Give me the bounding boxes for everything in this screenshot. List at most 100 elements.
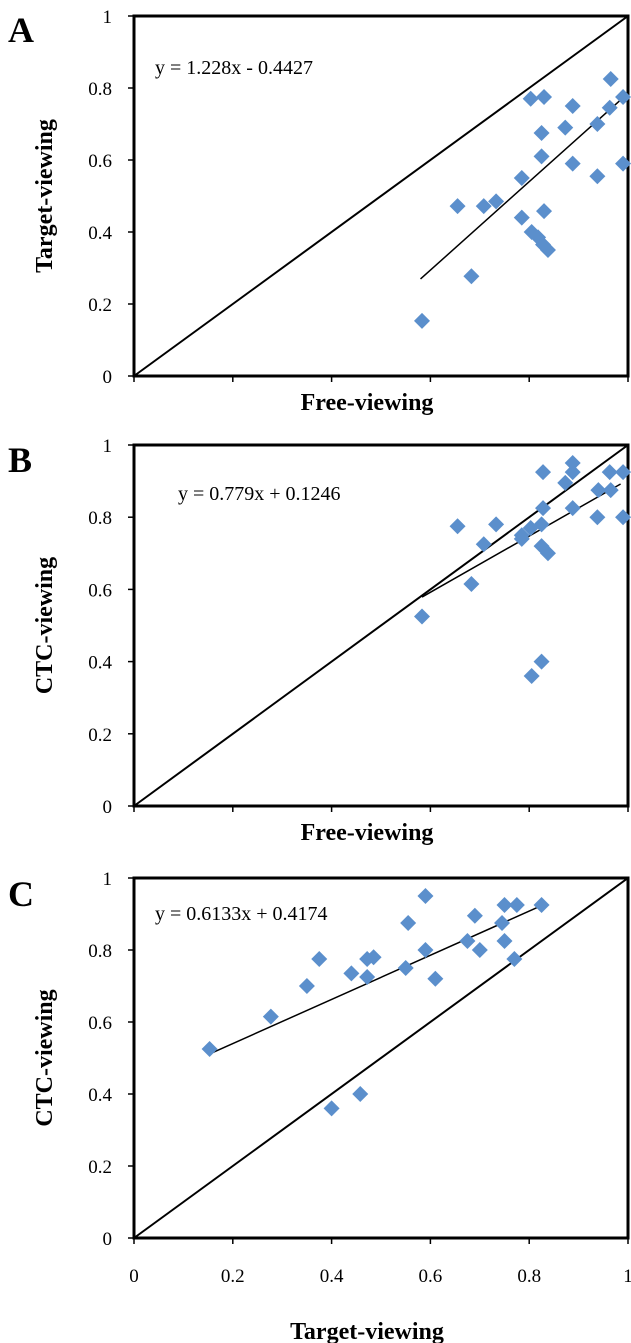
data-point xyxy=(601,464,618,481)
data-point xyxy=(522,90,539,107)
data-point xyxy=(535,464,552,481)
data-point xyxy=(523,668,540,685)
y-tick-label: 1 xyxy=(103,7,113,28)
regression-equation: y = 0.779x + 0.1246 xyxy=(178,483,341,505)
panel-label: C xyxy=(8,874,34,914)
panel-label: B xyxy=(8,440,32,480)
data-point xyxy=(602,71,619,87)
x-axis-title: Free-viewing xyxy=(301,820,434,846)
data-point xyxy=(533,125,550,141)
data-point xyxy=(615,155,631,172)
data-point xyxy=(564,464,581,481)
plot-frame xyxy=(132,14,630,378)
y-axis-title: CTC-viewing xyxy=(32,989,58,1126)
data-point xyxy=(557,474,574,491)
data-point xyxy=(508,897,525,913)
y-tick-label: 0.4 xyxy=(88,653,112,674)
y-tick-label: 0.2 xyxy=(88,295,112,316)
data-point xyxy=(475,198,492,215)
regression-equation: y = 0.6133x + 0.4174 xyxy=(155,903,328,925)
data-point xyxy=(466,907,483,924)
data-point xyxy=(494,915,511,931)
data-point xyxy=(615,464,631,481)
data-point xyxy=(343,965,360,982)
data-point xyxy=(602,482,619,499)
y-tick-label: 0.8 xyxy=(88,941,112,962)
data-point xyxy=(536,203,553,220)
data-point xyxy=(496,933,513,949)
data-point xyxy=(536,89,553,105)
y-tick-label: 0.8 xyxy=(88,508,112,529)
y-tick-label: 0.6 xyxy=(88,580,112,601)
y-tick-label: 0.8 xyxy=(88,79,112,100)
y-tick-label: 0 xyxy=(103,797,113,818)
trendline xyxy=(209,904,542,1055)
data-point xyxy=(417,888,434,904)
data-point xyxy=(564,455,581,472)
data-point xyxy=(589,509,606,526)
y-tick-label: 0.4 xyxy=(88,1085,112,1106)
y-axis-title: CTC-viewing xyxy=(32,557,58,694)
data-point xyxy=(298,978,315,994)
data-point xyxy=(463,268,480,285)
data-point xyxy=(201,1041,218,1057)
data-point xyxy=(496,897,513,913)
data-point xyxy=(400,915,417,931)
panel-label: A xyxy=(8,10,34,50)
data-point xyxy=(427,970,444,987)
data-point xyxy=(471,942,488,958)
data-point xyxy=(615,509,631,526)
y-tick-label: 0.2 xyxy=(88,1157,112,1178)
y-tick-label: 1 xyxy=(103,869,113,890)
y-tick-label: 0.6 xyxy=(88,1013,112,1034)
y-tick-label: 0.2 xyxy=(88,725,112,746)
x-axis-title: Free-viewing xyxy=(301,390,434,416)
data-point xyxy=(513,527,530,544)
data-point xyxy=(449,518,466,535)
data-point xyxy=(533,897,550,913)
data-point xyxy=(262,1008,279,1025)
data-point xyxy=(533,516,550,533)
data-point xyxy=(463,575,480,592)
y-tick-label: 0 xyxy=(103,1229,113,1250)
data-point xyxy=(311,951,328,967)
data-point xyxy=(397,960,414,976)
data-point xyxy=(449,198,466,215)
x-tick-label: 0.4 xyxy=(320,1266,344,1287)
x-tick-label: 0.6 xyxy=(419,1266,443,1287)
trendline xyxy=(420,99,622,280)
data-point xyxy=(539,242,556,258)
identity-line xyxy=(133,15,629,377)
data-point xyxy=(557,119,574,136)
x-tick-label: 0.2 xyxy=(221,1266,245,1287)
y-axis-title: Target-viewing xyxy=(32,119,58,273)
data-point xyxy=(414,608,431,625)
data-point xyxy=(475,536,492,553)
data-point xyxy=(488,193,505,210)
x-tick-label: 0 xyxy=(129,1266,139,1287)
y-tick-label: 0.6 xyxy=(88,151,112,172)
data-point xyxy=(506,951,523,967)
data-point xyxy=(417,942,434,958)
data-point xyxy=(590,482,607,499)
data-point xyxy=(601,99,618,116)
x-tick-label: 0.8 xyxy=(517,1266,541,1287)
x-axis-title: Target-viewing xyxy=(290,1319,444,1343)
data-point xyxy=(513,170,530,186)
data-point xyxy=(323,1100,340,1117)
data-point xyxy=(539,545,556,562)
data-point xyxy=(564,98,581,114)
x-tick-label: 1 xyxy=(623,1266,631,1287)
data-point xyxy=(459,933,476,949)
data-point xyxy=(352,1086,369,1102)
identity-line xyxy=(133,877,629,1239)
data-point xyxy=(359,969,376,985)
data-point xyxy=(533,653,550,670)
y-tick-label: 1 xyxy=(103,436,113,457)
regression-equation: y = 1.228x - 0.4427 xyxy=(155,57,313,79)
data-point xyxy=(533,148,550,165)
data-point xyxy=(589,116,606,132)
data-point xyxy=(488,516,505,533)
y-tick-label: 0 xyxy=(103,367,113,388)
